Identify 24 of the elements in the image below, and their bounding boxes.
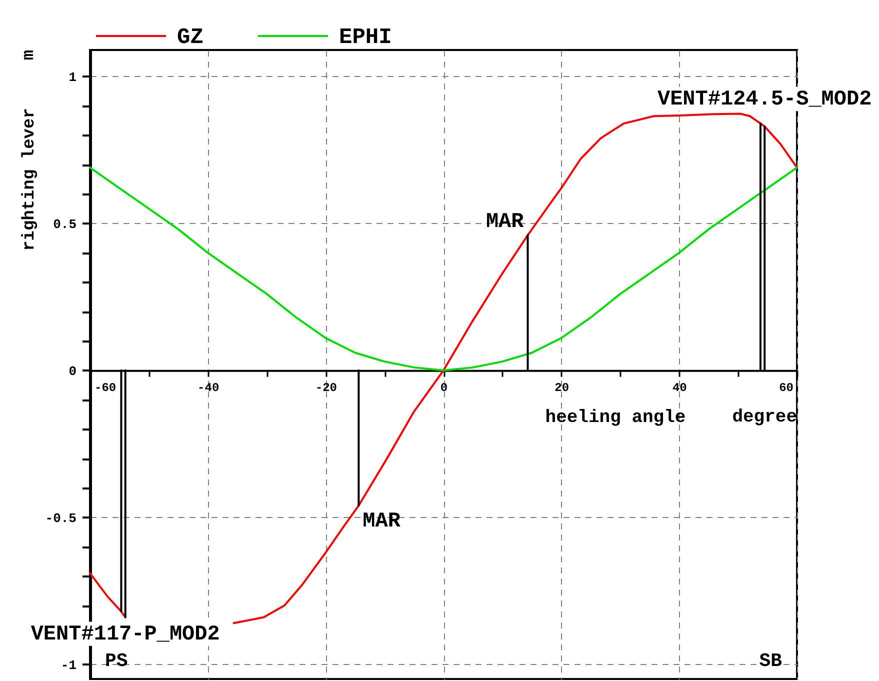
x-tick-label: 60: [779, 380, 794, 395]
y-tick-label: -0.5: [45, 510, 77, 526]
x-tick-label: 40: [672, 380, 687, 395]
x-tick-label: 0: [440, 380, 448, 395]
legend-label: GZ: [177, 25, 204, 50]
x-tick-label: -20: [315, 380, 337, 395]
x-tick-label: 20: [554, 380, 570, 395]
x-axis-title: heeling angle: [545, 408, 686, 428]
x-tick-label: -60: [94, 380, 116, 395]
x-tick-label: -40: [198, 380, 220, 395]
y-tick-label: 0.5: [53, 216, 77, 232]
annotation: SB: [759, 650, 782, 672]
annotation: degree: [732, 407, 797, 428]
legend-label: EPHI: [339, 25, 392, 50]
annotation: VENT#124.5-S_MOD2: [657, 88, 872, 112]
annotation: MAR: [362, 510, 401, 534]
annotation: MAR: [486, 211, 524, 234]
y-tick-label: -1: [60, 658, 77, 673]
y-tick-label: 0: [68, 364, 77, 379]
y-axis-title: righting lever: [20, 108, 40, 251]
y-tick-label: 1: [68, 70, 77, 85]
annotation: PS: [105, 650, 128, 672]
text: m: [20, 50, 39, 60]
annotation: VENT#117-P_MOD2: [30, 623, 220, 646]
